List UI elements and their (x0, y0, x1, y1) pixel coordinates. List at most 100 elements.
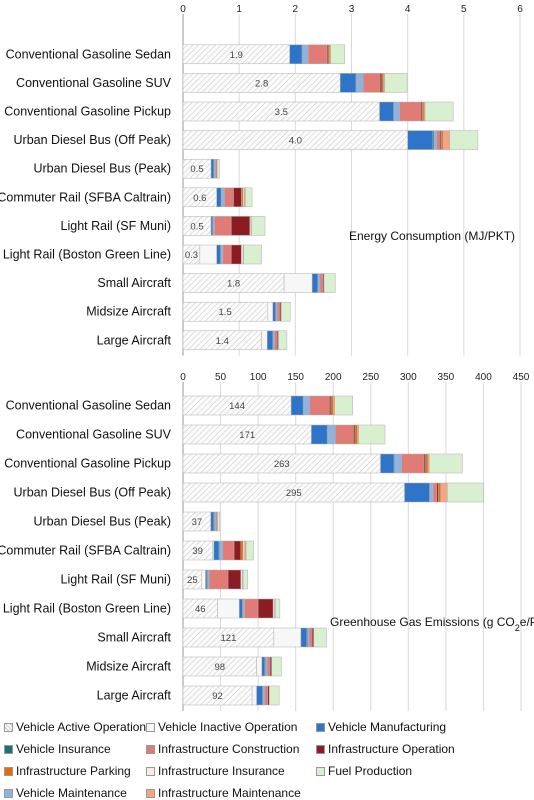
bar-segment-vehicle-inactive-operation (267, 301, 274, 322)
bar-segment-infrastructure-construction (244, 598, 259, 619)
bar-segment-fuel-production (251, 216, 266, 236)
bar-segment-fuel-production (217, 511, 221, 532)
legend-swatch (146, 766, 155, 776)
bar-segment-vehicle-inactive-operation (273, 627, 302, 648)
bar-segment-vehicle-maintenance (394, 453, 402, 474)
bar-segment-vehicle-inactive-operation (251, 685, 257, 706)
bar-segment-vehicle-manufacturing (340, 73, 357, 93)
data-label: 1.4 (216, 336, 229, 347)
bar-segment-fuel-production (217, 158, 220, 179)
legend-item-vehicle-insurance: Vehicle Insurance (4, 742, 111, 756)
bar-segment-vehicle-inactive-operation (283, 273, 313, 293)
bar-segment-infrastructure-construction (335, 424, 354, 445)
data-label: 1.5 (219, 307, 232, 318)
x-tick-label: 150 (287, 372, 304, 383)
bar-segment-infrastructure-construction (209, 569, 229, 590)
bar-segment-fuel-production (313, 627, 327, 648)
bar-segment-fuel-production (358, 424, 386, 445)
bar-segment-vehicle-manufacturing (239, 598, 243, 619)
bar-segment-infrastructure-insurance (241, 244, 244, 265)
legend-item-infrastructure-operation: Infrastructure Operation (316, 742, 455, 756)
bar-segment-infrastructure-operation (227, 569, 242, 590)
legend-item-infrastructure-construction: Infrastructure Construction (146, 742, 299, 756)
x-tick-label: 450 (513, 372, 530, 383)
category-label: Light Rail (SF Muni) (61, 573, 171, 587)
x-tick-label: 1 (236, 4, 242, 15)
legend-item-vehicle-maintenance: Vehicle Maintenance (4, 786, 127, 800)
bar-segment-fuel-production (271, 656, 282, 677)
x-tick-label: 0 (180, 372, 186, 383)
category-label: Urban Diesel Bus (Off Peak) (14, 133, 171, 147)
legend-label: Infrastructure Insurance (158, 764, 285, 778)
bar-segment-vehicle-manufacturing (267, 330, 274, 351)
bar-segment-vehicle-manufacturing (216, 244, 221, 265)
bar-segment-infrastructure-parking (327, 44, 330, 65)
legend-label: Vehicle Maintenance (16, 786, 127, 800)
bar-segment-vehicle-manufacturing (210, 216, 214, 236)
bar-segment-vehicle-manufacturing (272, 301, 276, 322)
bar-segment-infrastructure-construction (214, 216, 232, 236)
bar-segment-infrastructure-construction (222, 244, 232, 265)
legend-swatch (316, 722, 325, 732)
bar-segment-infrastructure-parking (381, 73, 384, 93)
bar-segment-vehicle-maintenance (327, 424, 336, 445)
x-tick-label: 400 (475, 372, 492, 383)
legend-label: Vehicle Manufacturing (328, 720, 447, 734)
bar-segment-vehicle-inactive-operation (261, 330, 268, 351)
data-label: 295 (286, 488, 302, 499)
bar-segment-infrastructure-construction (401, 453, 425, 474)
x-tick-label: 2 (293, 4, 299, 15)
bar-segment-fuel-production (278, 330, 288, 351)
data-label: 25 (187, 575, 198, 586)
data-label: 3.5 (275, 107, 288, 118)
data-label: 92 (212, 691, 223, 702)
bar-segment-infrastructure-construction (224, 187, 234, 208)
legend-swatch (146, 788, 155, 798)
bar-segment-infrastructure-parking (425, 453, 429, 474)
bar-segment-infrastructure-construction (399, 101, 422, 122)
legend-swatch (4, 722, 13, 732)
energy-consumption-chart: 0 1 2 3 4 5 6 Conventional Gasoline Sedan 1.9 Con… (0, 4, 523, 356)
legend-label: Vehicle Active Operation (16, 720, 147, 734)
bar-segment-vehicle-manufacturing (210, 511, 215, 532)
legend-label: Infrastructure Construction (158, 742, 300, 756)
bar-segment-infrastructure-parking (422, 101, 425, 122)
x-tick-label: 250 (362, 372, 379, 383)
data-label: 171 (239, 430, 255, 441)
bar-segment-infrastructure-maintenance (440, 482, 448, 503)
legend-item-infrastructure-insurance: Infrastructure Insurance (146, 764, 285, 778)
bar-segment-vehicle-manufacturing (407, 130, 434, 150)
legend-label: Fuel Production (328, 764, 413, 778)
legend-swatch (4, 766, 13, 776)
category-label: Conventional Gasoline Pickup (4, 105, 171, 119)
bar-segment-fuel-production (429, 453, 463, 474)
bar-segment-infrastructure-operation (231, 216, 251, 236)
data-label: 121 (221, 633, 237, 644)
data-label: 4.0 (289, 136, 302, 147)
category-label: Urban Diesel Bus (Peak) (33, 515, 171, 529)
x-tick-label: 300 (400, 372, 417, 383)
category-label: Conventional Gasoline SUV (16, 428, 172, 442)
bar-segment-infrastructure-parking (241, 187, 244, 208)
bar-segment-fuel-production (330, 44, 346, 65)
data-label: 263 (274, 459, 290, 470)
bar-segment-fuel-production (269, 685, 280, 706)
category-label: Conventional Gasoline Pickup (4, 457, 171, 471)
category-label: Conventional Gasoline Sedan (6, 399, 171, 413)
bar-segment-infrastructure-construction (436, 130, 441, 150)
category-label: Small Aircraft (97, 276, 171, 290)
bar-segment-infrastructure-construction (308, 44, 328, 65)
x-tick-label: 100 (250, 372, 267, 383)
category-label: Midsize Aircraft (86, 660, 171, 674)
chart-canvas: 0 1 2 3 4 5 6 Conventional Gasoline Sedan 1.9 Con… (0, 4, 534, 711)
legend-swatch (316, 766, 325, 776)
category-label: Commuter Rail (SFBA Caltrain) (0, 190, 171, 204)
bar-segment-vehicle-maintenance (393, 101, 401, 122)
bar-segment-vehicle-manufacturing (311, 273, 319, 293)
legend-item-infrastructure-maintenance: Infrastructure Maintenance (146, 786, 301, 800)
legend-label: Vehicle Insurance (16, 742, 111, 756)
bar-segment-infrastructure-construction (432, 482, 438, 503)
data-label: 1.8 (227, 279, 240, 290)
bar-segment-vehicle-manufacturing (290, 395, 304, 416)
bar-segment-infrastructure-construction (266, 656, 271, 677)
